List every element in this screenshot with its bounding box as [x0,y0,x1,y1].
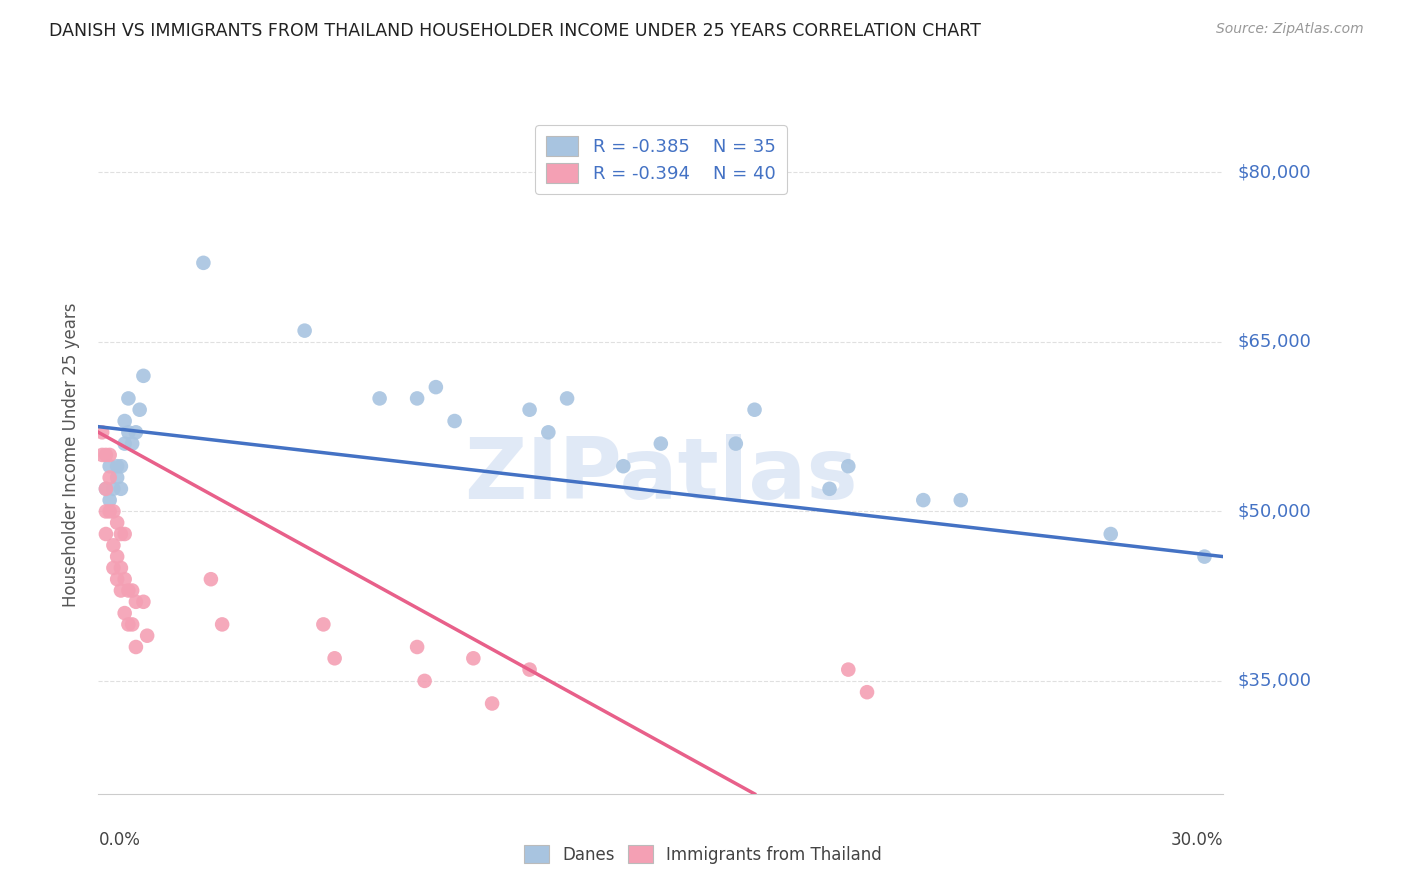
Point [117,583,139,598]
Point [443,414,465,428]
Point [519,402,541,417]
Point [110,482,132,496]
Point [114,527,136,541]
Legend: R = -0.385    N = 35, R = -0.394    N = 40: R = -0.385 N = 35, R = -0.394 N = 40 [536,125,786,194]
Point [94,448,117,462]
Point [294,324,316,338]
Point [94,527,117,541]
Text: $65,000: $65,000 [1237,333,1310,351]
Point [117,617,139,632]
Point [114,414,136,428]
Text: $35,000: $35,000 [1237,672,1312,690]
Point [94,504,117,518]
Point [481,697,503,711]
Legend: Danes, Immigrants from Thailand: Danes, Immigrants from Thailand [517,838,889,871]
Point [114,606,136,620]
Point [136,629,159,643]
Point [114,572,136,586]
Point [650,436,672,450]
Point [912,493,935,508]
Text: $50,000: $50,000 [1237,502,1310,520]
Text: 0.0%: 0.0% [98,831,141,849]
Point [837,459,859,474]
Point [1194,549,1216,564]
Point [110,583,132,598]
Point [612,459,634,474]
Point [413,673,436,688]
Point [949,493,972,508]
Point [121,617,143,632]
Point [103,482,125,496]
Point [121,583,143,598]
Point [94,482,117,496]
Point [98,459,121,474]
Point [105,516,128,530]
Point [98,470,121,484]
Point [132,368,155,383]
Text: 30.0%: 30.0% [1171,831,1223,849]
Point [125,640,148,654]
Point [110,527,132,541]
Point [105,549,128,564]
Point [103,504,125,518]
Point [406,640,429,654]
Point [121,436,143,450]
Point [105,572,128,586]
Point [103,561,125,575]
Point [105,470,128,484]
Point [125,595,148,609]
Point [132,595,155,609]
Point [818,482,841,496]
Point [837,663,859,677]
Point [200,572,222,586]
Text: $80,000: $80,000 [1237,163,1310,181]
Point [98,493,121,508]
Point [91,425,114,440]
Point [744,402,766,417]
Point [94,482,117,496]
Text: DANISH VS IMMIGRANTS FROM THAILAND HOUSEHOLDER INCOME UNDER 25 YEARS CORRELATION: DANISH VS IMMIGRANTS FROM THAILAND HOUSE… [49,22,981,40]
Point [117,425,139,440]
Point [98,448,121,462]
Point [368,392,391,406]
Point [110,459,132,474]
Text: ZIPatlas: ZIPatlas [464,434,858,516]
Point [856,685,879,699]
Y-axis label: Householder Income Under 25 years: Householder Income Under 25 years [62,302,80,607]
Point [105,459,128,474]
Point [555,392,578,406]
Point [724,436,747,450]
Point [128,402,150,417]
Point [114,436,136,450]
Point [537,425,560,440]
Point [103,538,125,552]
Text: Source: ZipAtlas.com: Source: ZipAtlas.com [1216,22,1364,37]
Point [125,425,148,440]
Point [463,651,485,665]
Point [323,651,346,665]
Point [312,617,335,632]
Point [91,448,114,462]
Point [519,663,541,677]
Point [193,256,215,270]
Point [425,380,447,394]
Point [117,392,139,406]
Point [110,561,132,575]
Point [1099,527,1122,541]
Point [406,392,429,406]
Point [98,504,121,518]
Point [211,617,233,632]
